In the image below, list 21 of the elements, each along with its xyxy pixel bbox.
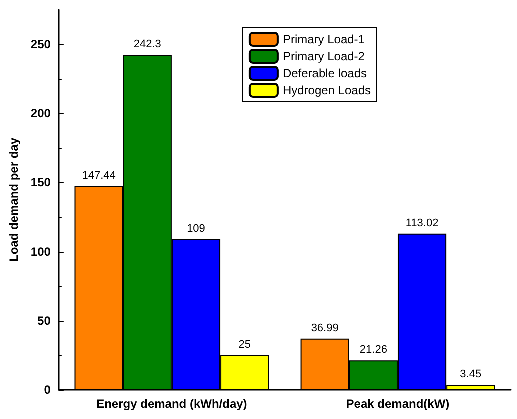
y-tick-label: 50 [38, 314, 52, 328]
y-tick-label: 150 [30, 176, 52, 190]
data-label: 25 [238, 338, 251, 351]
data-label: 36.99 [311, 322, 339, 334]
data-label: 109 [187, 222, 206, 235]
data-label: 147.44 [82, 170, 116, 182]
legend-label: Primary Load-1 [282, 32, 366, 46]
legend-label: Deferable loads [282, 66, 367, 80]
data-label: 113.02 [406, 217, 439, 230]
data-label: 242.3 [134, 38, 162, 51]
legend-label: Primary Load-2 [282, 50, 366, 64]
legend-label: Hydrogen Loads [282, 84, 371, 98]
data-label: 21.26 [360, 344, 388, 356]
y-tick-label: 200 [30, 106, 52, 121]
y-tick-label: 100 [30, 244, 52, 259]
x-tick-label: Peak demand(kW) [346, 397, 450, 411]
data-label: 3.45 [460, 368, 482, 381]
y-tick-label: 250 [30, 38, 52, 52]
y-axis-title: Load demand per day [7, 138, 21, 262]
x-tick-label: Energy demand (kWh/day) [96, 397, 248, 411]
y-tick-label: 0 [44, 383, 52, 397]
